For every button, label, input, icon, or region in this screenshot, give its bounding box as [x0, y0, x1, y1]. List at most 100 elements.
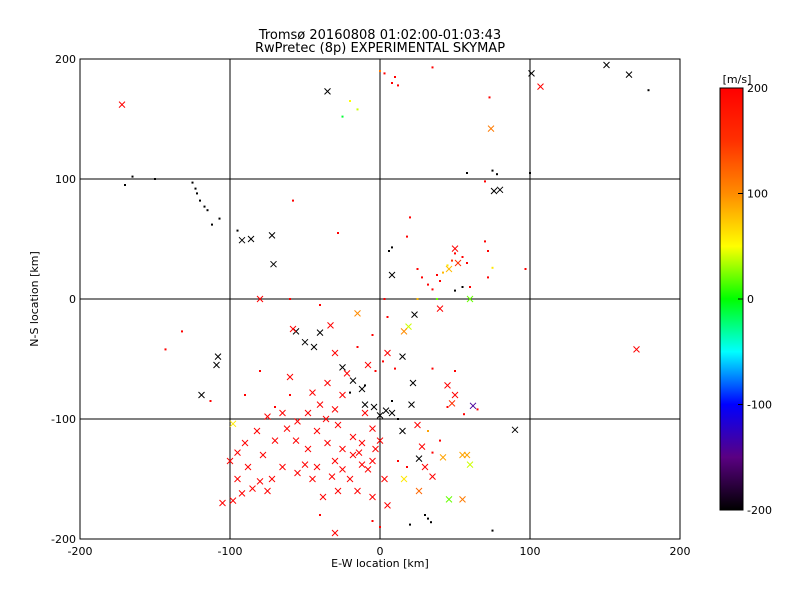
- marker-stroke: [376, 412, 384, 419]
- marker-stroke: [349, 433, 357, 441]
- marker-stroke: [316, 401, 324, 408]
- data-point-x-marker: [349, 433, 357, 441]
- data-point-x-marker: [603, 61, 610, 69]
- data-point-x-marker: [264, 413, 271, 420]
- data-point-x-marker: [301, 461, 309, 468]
- data-point-x-marker: [316, 401, 324, 408]
- data-point-dot-marker: [466, 262, 468, 264]
- data-point-x-marker: [376, 437, 384, 444]
- marker-stroke: [354, 487, 361, 495]
- marker-stroke: [253, 427, 261, 435]
- data-point-dot-marker: [439, 439, 441, 442]
- data-point-dot-marker: [236, 229, 239, 232]
- data-point-x-marker: [384, 502, 391, 509]
- marker-stroke: [384, 349, 391, 357]
- data-point-x-marker: [354, 310, 361, 317]
- marker-stroke: [358, 385, 366, 393]
- marker-stroke: [408, 401, 415, 408]
- data-point-x-marker: [289, 325, 297, 333]
- x-tick-label: 100: [520, 545, 541, 558]
- marker-stroke: [339, 466, 346, 473]
- marker-stroke: [226, 457, 234, 465]
- marker-stroke: [399, 427, 406, 435]
- data-point-dot-marker: [319, 304, 321, 306]
- marker-stroke: [463, 451, 471, 459]
- colorbar-tick-label: -100: [747, 399, 772, 412]
- marker-stroke: [439, 454, 447, 461]
- marker-stroke: [279, 409, 286, 417]
- marker-stroke: [511, 426, 519, 434]
- marker-stroke: [213, 361, 220, 369]
- marker-stroke: [382, 407, 390, 414]
- data-point-x-marker: [451, 245, 459, 252]
- data-point-dot-marker: [364, 384, 366, 387]
- axis-ticks: -200 -100 0 100 200 -200 -100 0 100 200: [51, 53, 690, 558]
- marker-stroke: [324, 439, 331, 447]
- marker-stroke: [279, 463, 286, 471]
- marker-stroke: [334, 487, 342, 495]
- data-point-x-marker: [358, 461, 366, 468]
- data-point-x-marker: [268, 232, 276, 239]
- data-point-dot-marker: [461, 286, 464, 288]
- marker-stroke: [294, 469, 301, 477]
- data-point-x-marker: [381, 475, 388, 483]
- colorbar-tick-label: -200: [747, 504, 772, 517]
- data-point-dot-marker: [454, 252, 456, 255]
- data-point-x-marker: [445, 265, 453, 273]
- data-point-dot-marker: [496, 173, 498, 176]
- data-point-x-marker: [418, 443, 426, 450]
- marker-stroke: [283, 425, 291, 432]
- data-point-x-marker: [372, 445, 379, 453]
- data-point-x-marker: [324, 88, 331, 95]
- data-point-dot-marker: [349, 391, 351, 394]
- y-tick-label: 200: [55, 53, 76, 66]
- data-point-dot-marker: [427, 430, 429, 432]
- y-tick-label: 0: [69, 293, 76, 306]
- data-point-x-marker: [310, 343, 318, 351]
- data-point-x-marker: [369, 425, 376, 432]
- data-point-x-marker: [331, 529, 339, 537]
- marker-stroke: [372, 445, 379, 453]
- data-point-dot-marker: [194, 187, 197, 190]
- data-point-x-marker: [349, 451, 357, 459]
- data-point-x-marker: [496, 186, 504, 194]
- marker-stroke: [331, 457, 339, 465]
- data-point-x-marker: [408, 401, 415, 408]
- marker-stroke: [388, 271, 396, 279]
- marker-stroke: [238, 236, 246, 244]
- data-point-dot-marker: [382, 360, 384, 363]
- marker-stroke: [309, 475, 316, 483]
- data-point-x-marker: [198, 391, 205, 399]
- data-point-x-marker: [334, 487, 342, 495]
- data-point-x-marker: [466, 295, 474, 303]
- data-point-dot-marker: [218, 217, 221, 220]
- data-point-x-marker: [259, 451, 267, 459]
- data-point-dot-marker: [439, 280, 441, 282]
- marker-stroke: [384, 502, 391, 509]
- marker-stroke: [415, 455, 423, 462]
- data-point-dot-marker: [383, 298, 386, 300]
- data-point-x-marker: [376, 412, 384, 419]
- data-point-dot-marker: [394, 367, 396, 370]
- data-point-dot-marker: [647, 89, 650, 92]
- data-point-dot-marker: [371, 334, 374, 336]
- data-point-x-marker: [268, 475, 276, 483]
- data-point-dot-marker: [454, 289, 456, 292]
- marker-stroke: [343, 370, 351, 377]
- data-point-dot-marker: [430, 521, 432, 524]
- marker-stroke: [537, 83, 544, 90]
- data-point-dot-marker: [397, 460, 399, 462]
- data-point-dot-marker: [388, 250, 390, 252]
- data-point-dot-marker: [356, 108, 359, 111]
- marker-stroke: [349, 377, 357, 384]
- data-point-x-marker: [358, 385, 366, 393]
- data-point-x-marker: [313, 463, 321, 471]
- data-point-x-marker: [415, 487, 423, 495]
- data-point-x-marker: [316, 329, 324, 336]
- data-point-dot-marker: [436, 298, 438, 300]
- marker-stroke: [328, 473, 336, 480]
- x-axis-label: E-W location [km]: [331, 557, 429, 570]
- data-point-x-marker: [238, 490, 246, 497]
- data-point-x-marker: [384, 349, 391, 357]
- data-point-x-marker: [349, 377, 357, 384]
